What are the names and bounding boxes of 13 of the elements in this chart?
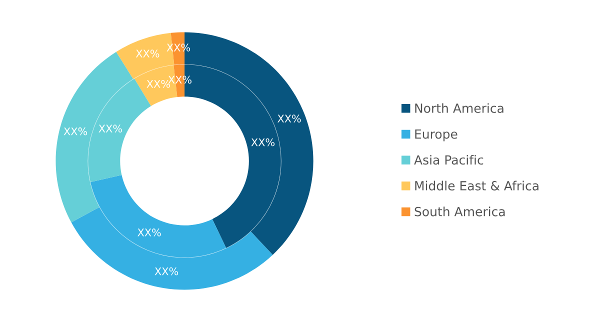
data-label: XX%	[136, 50, 160, 58]
data-label: XX%	[251, 138, 275, 146]
legend-label: Asia Pacific	[414, 154, 484, 165]
data-label: XX%	[278, 114, 301, 123]
legend-label: North America	[415, 103, 504, 113]
legend-label: Europe	[415, 129, 458, 142]
data-label: XX%	[98, 124, 122, 133]
data-label: XX%	[138, 228, 161, 236]
legend-label: South America	[414, 206, 505, 216]
legend-label: Middle East & Africa	[415, 180, 538, 190]
data-label: XX%	[154, 267, 178, 276]
data-label: XX%	[64, 127, 88, 136]
data-label: XX%	[146, 80, 170, 88]
